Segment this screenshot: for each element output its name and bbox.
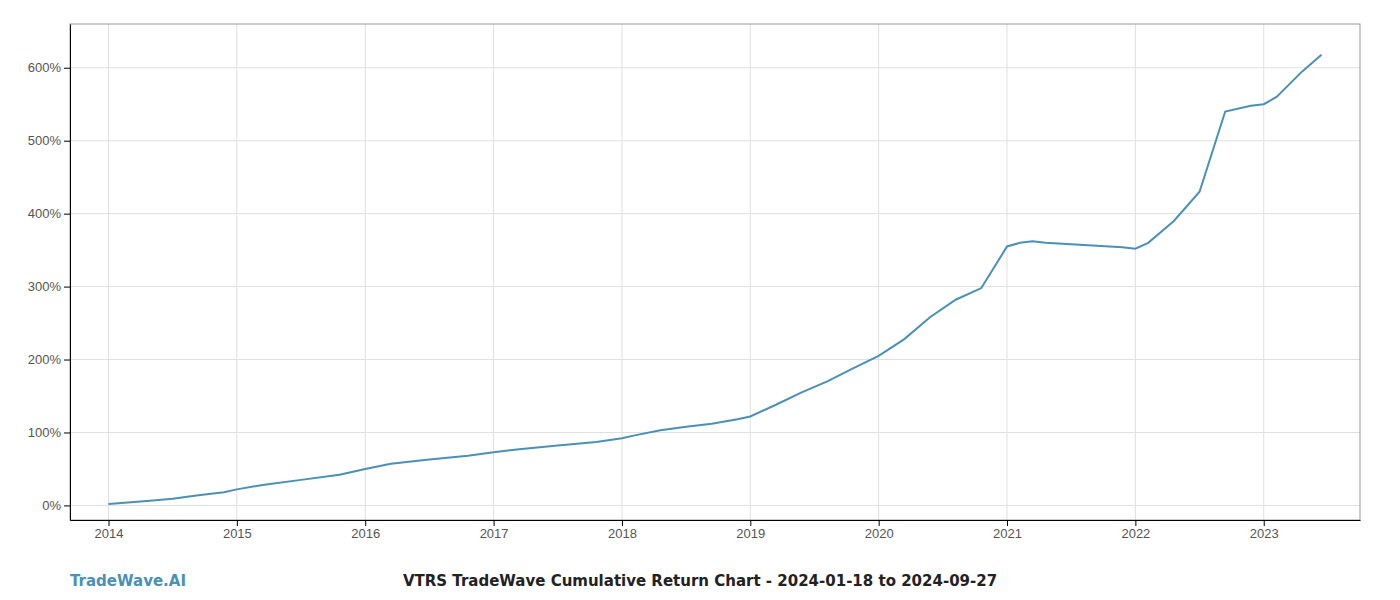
tick-label: 2015 — [223, 526, 252, 541]
tick: 2023 — [1250, 520, 1279, 541]
tick-label: 500% — [28, 133, 62, 148]
tick: 100% — [28, 425, 70, 440]
title: VTRS TradeWave Cumulative Return Chart -… — [403, 572, 997, 590]
grid-line — [365, 24, 366, 520]
chart: 2014 2015 2016 2017 2018 2019 2020 2021 2022 2023… — [0, 0, 1400, 600]
grid-line — [70, 286, 1360, 287]
tick: 200% — [28, 352, 70, 367]
tick: 500% — [28, 133, 70, 148]
tick: 300% — [28, 279, 70, 294]
grid — [70, 24, 1360, 520]
tick: 2021 — [993, 520, 1022, 541]
tick-label: 2017 — [480, 526, 509, 541]
grid-line — [108, 24, 109, 520]
tick-label: 2023 — [1250, 526, 1279, 541]
grid-line — [236, 24, 237, 520]
tick-mark — [64, 432, 70, 433]
tick-mark — [750, 520, 751, 526]
line — [109, 55, 1322, 504]
tick-mark — [494, 520, 495, 526]
grid-line — [1135, 24, 1136, 520]
tick-mark — [64, 141, 70, 142]
tick-mark — [879, 520, 880, 526]
tick-mark — [64, 68, 70, 69]
tick-mark — [365, 520, 366, 526]
grid-line — [70, 67, 1360, 68]
tick-mark — [64, 360, 70, 361]
tick: 2022 — [1121, 520, 1150, 541]
axis-line — [71, 520, 1361, 521]
tick-mark — [64, 505, 70, 506]
grid-line — [493, 24, 494, 520]
tick: 2019 — [736, 520, 765, 541]
tick: 2020 — [865, 520, 894, 541]
tick-mark — [109, 520, 110, 526]
x-axis: 2014 2015 2016 2017 2018 2019 2020 2021 2022 2023 — [71, 520, 1361, 541]
tick-label: 100% — [28, 425, 62, 440]
tick-label: 300% — [28, 279, 62, 294]
tick-label: 2014 — [95, 526, 124, 541]
marks — [109, 55, 1322, 504]
tick: 400% — [28, 206, 70, 221]
tick-label: 2020 — [865, 526, 894, 541]
tick-label: 2021 — [993, 526, 1022, 541]
tick-label: 600% — [28, 60, 62, 75]
tick-label: 2018 — [608, 526, 637, 541]
tick-label: 200% — [28, 352, 62, 367]
tick: 2017 — [480, 520, 509, 541]
tick-mark — [1007, 520, 1008, 526]
tick: 2018 — [608, 520, 637, 541]
grid-line — [1007, 24, 1008, 520]
plot-area: 2014 2015 2016 2017 2018 2019 2020 2021 2022 2023… — [28, 24, 1361, 541]
tick-mark — [64, 287, 70, 288]
tick: 600% — [28, 60, 70, 75]
tick-label: 2022 — [1121, 526, 1150, 541]
grid-line — [70, 432, 1360, 433]
grid-line — [70, 359, 1360, 360]
grid-line — [70, 505, 1360, 506]
tick-label: 2016 — [351, 526, 380, 541]
watermark: TradeWave.AI — [70, 572, 186, 590]
tick: 2015 — [223, 520, 252, 541]
tick-mark — [1135, 520, 1136, 526]
plot-frame — [70, 24, 1360, 520]
grid-line — [70, 140, 1360, 141]
grid-line — [878, 24, 879, 520]
grid-line — [621, 24, 622, 520]
grid-line — [70, 213, 1360, 214]
grid-line — [750, 24, 751, 520]
tick-mark — [237, 520, 238, 526]
y-axis: 0% 100% 200% 300% 400% 500% 600% — [28, 25, 71, 521]
tick-label: 2019 — [736, 526, 765, 541]
tick-mark — [1264, 520, 1265, 526]
tick: 0% — [42, 498, 70, 513]
tick: 2014 — [95, 520, 124, 541]
tick-mark — [622, 520, 623, 526]
tick: 2016 — [351, 520, 380, 541]
axis-line — [70, 25, 71, 521]
tick-label: 0% — [42, 498, 61, 513]
grid-line — [1263, 24, 1264, 520]
tick-mark — [64, 214, 70, 215]
tick-label: 400% — [28, 206, 62, 221]
